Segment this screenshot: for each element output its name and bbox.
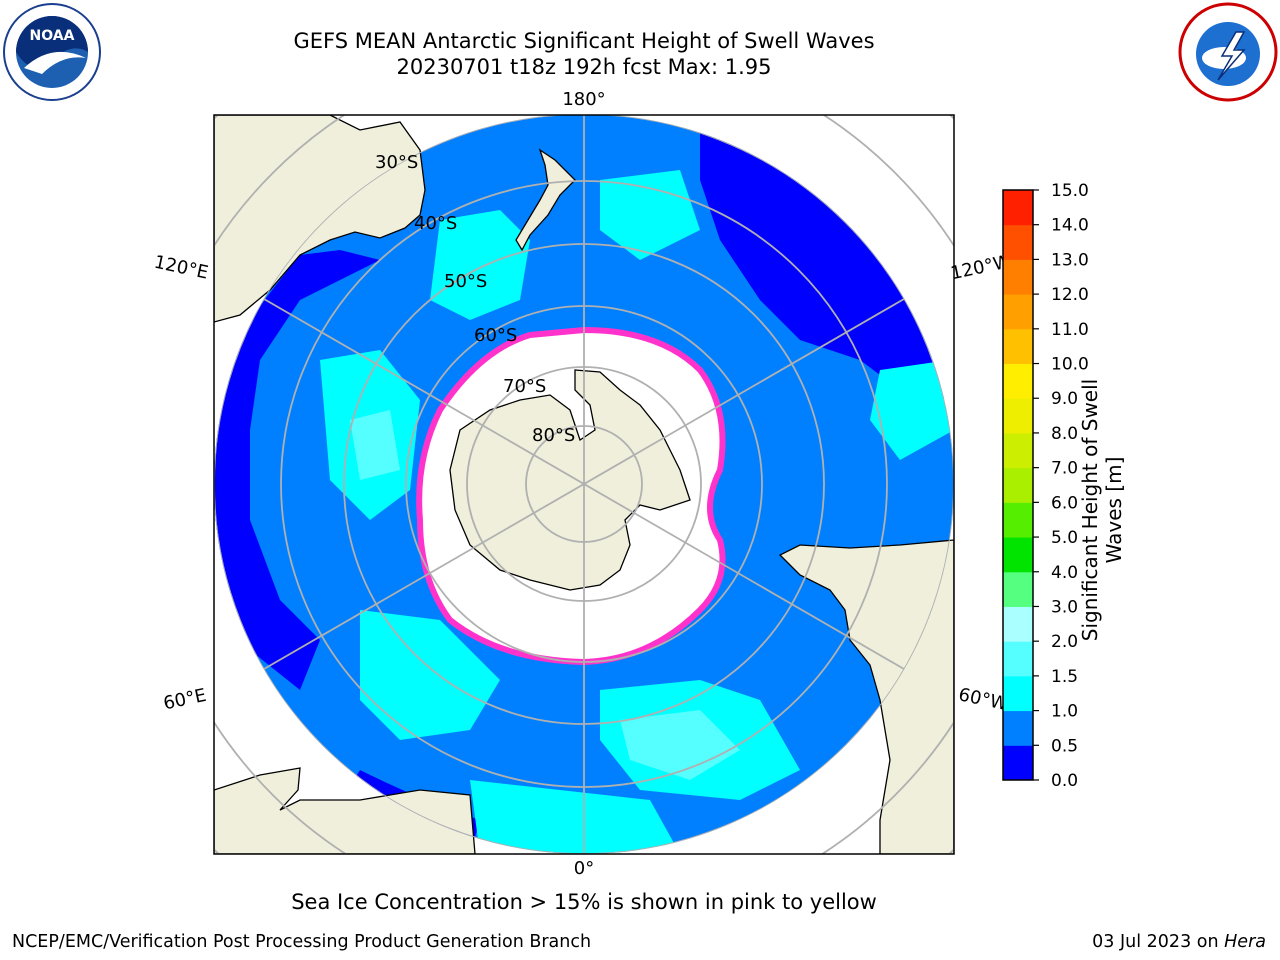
colorbar-swatch bbox=[1003, 745, 1033, 781]
lon-label-60e: 60°E bbox=[162, 685, 209, 715]
colorbar-swatch bbox=[1003, 224, 1033, 260]
colorbar-tick-label: 0.5 bbox=[1051, 736, 1078, 756]
map-subtitle: 20230701 t18z 192h fcst Max: 1.95 bbox=[396, 55, 772, 79]
svg-text:NOAA: NOAA bbox=[30, 28, 75, 44]
map-frame-content bbox=[214, 115, 954, 854]
colorbar-tick-label: 5.0 bbox=[1051, 528, 1078, 548]
colorbar-tick-label: 12.0 bbox=[1051, 285, 1089, 305]
swell-mid-region bbox=[470, 780, 680, 854]
colorbar-swatch bbox=[1003, 294, 1033, 330]
colorbar-tick-label: 9.0 bbox=[1051, 389, 1078, 409]
colorbar-swatch bbox=[1003, 190, 1033, 226]
colorbar: 0.0 0.5 1.0 1.5 2.0 3.0 4.0 5.0 6.0 7.0 8.0 9.0 10.0… bbox=[1002, 181, 1089, 791]
colorbar-swatch bbox=[1003, 675, 1033, 712]
swell-mid-region bbox=[600, 170, 700, 260]
machine-name: Hera bbox=[1224, 932, 1266, 952]
sea-ice-note: Sea Ice Concentration > 15% is shown in … bbox=[291, 890, 877, 914]
new-zealand-land bbox=[515, 148, 576, 252]
colorbar-swatch bbox=[1003, 537, 1033, 573]
lon-label-0: 0° bbox=[574, 858, 594, 879]
colorbar-label: Significant Height of Swell Waves [m] bbox=[1078, 300, 1126, 720]
swell-mid-region bbox=[360, 610, 500, 740]
colorbar-label-line2: Waves [m] bbox=[1102, 456, 1126, 564]
colorbar-swatch bbox=[1003, 641, 1033, 677]
lon-label-120e: 120°E bbox=[152, 252, 210, 284]
colorbar-tick-label: 3.0 bbox=[1051, 597, 1078, 617]
colorbar-swatch bbox=[1003, 606, 1033, 642]
lon-label-180: 180° bbox=[562, 89, 605, 110]
antarctica-land bbox=[449, 369, 691, 591]
swell-higher-region bbox=[350, 410, 400, 480]
run-date-text: 03 Jul 2023 on bbox=[1092, 932, 1219, 952]
lat-label-60s: 60°S bbox=[474, 325, 517, 346]
colorbar-tick-label: 1.5 bbox=[1051, 667, 1078, 687]
swell-higher-region bbox=[620, 710, 740, 780]
lon-label-60w: 60°W bbox=[957, 684, 1010, 715]
colorbar-swatch bbox=[1003, 398, 1033, 434]
credit-text: NCEP/EMC/Verification Post Processing Pr… bbox=[12, 932, 592, 952]
run-date: 03 Jul 2023 on Hera bbox=[1092, 932, 1266, 952]
map-border bbox=[213, 114, 955, 855]
colorbar-swatch bbox=[1003, 571, 1033, 607]
lat-label-50s: 50°S bbox=[444, 271, 487, 292]
colorbar-tick-label: 10.0 bbox=[1051, 355, 1089, 375]
colorbar-tick-label: 7.0 bbox=[1051, 459, 1078, 479]
colorbar-label-line1: Significant Height of Swell bbox=[1078, 378, 1102, 642]
lat-label-40s: 40°S bbox=[414, 213, 457, 234]
colorbar-tick-label: 8.0 bbox=[1051, 424, 1078, 444]
lat-label-80s: 80°S bbox=[532, 425, 575, 446]
colorbar-border bbox=[1002, 189, 1034, 781]
colorbar-swatch bbox=[1003, 363, 1033, 399]
colorbar-tick-label: 14.0 bbox=[1051, 216, 1089, 236]
lat-label-70s: 70°S bbox=[503, 376, 546, 397]
noaa-logo: NOAA bbox=[3, 3, 101, 101]
colorbar-tick-label: 15.0 bbox=[1051, 181, 1089, 201]
colorbar-swatch bbox=[1003, 710, 1033, 746]
colorbar-tick-label: 4.0 bbox=[1051, 563, 1078, 583]
swell-mid-region bbox=[430, 210, 530, 320]
colorbar-tick-label: 11.0 bbox=[1051, 320, 1089, 340]
africa-land bbox=[214, 767, 476, 854]
colorbar-tick-label: 0.0 bbox=[1051, 771, 1078, 791]
colorbar-tick-label: 1.0 bbox=[1051, 702, 1078, 722]
swell-low-region bbox=[700, 130, 954, 400]
national-weather-service-logo bbox=[1178, 2, 1278, 102]
lat-label-30s: 30°S bbox=[375, 152, 418, 173]
graticule bbox=[214, 115, 954, 854]
colorbar-swatch bbox=[1003, 259, 1033, 295]
swell-low-region bbox=[214, 250, 380, 690]
colorbar-tick-label: 2.0 bbox=[1051, 632, 1078, 652]
colorbar-tick-label: 13.0 bbox=[1051, 250, 1089, 270]
map-title: GEFS MEAN Antarctic Significant Height o… bbox=[293, 29, 875, 53]
swell-mid-region bbox=[870, 360, 954, 460]
colorbar-swatch bbox=[1003, 328, 1033, 365]
colorbar-tick-label: 6.0 bbox=[1051, 493, 1078, 513]
colorbar-swatch bbox=[1003, 502, 1033, 538]
colorbar-swatch bbox=[1003, 467, 1033, 503]
colorbar-swatch bbox=[1003, 432, 1033, 469]
